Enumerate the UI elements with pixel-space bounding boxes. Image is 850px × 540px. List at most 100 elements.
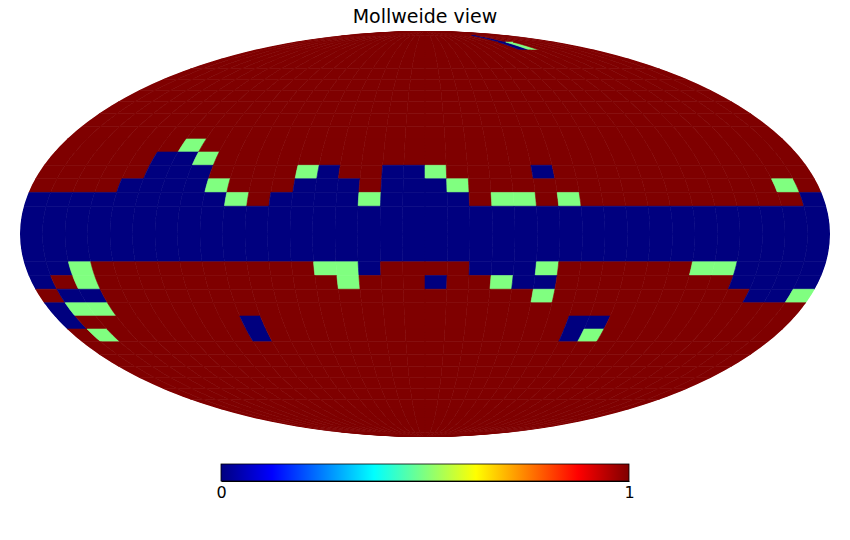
map-cell (673, 79, 711, 90)
map-cell (404, 316, 425, 329)
map-cell (317, 165, 341, 178)
map-cell (447, 179, 469, 193)
map-cell (406, 114, 425, 126)
map-cell (135, 192, 160, 206)
map-cell (715, 206, 740, 220)
map-cell (577, 179, 602, 193)
map-cell (326, 329, 349, 342)
map-cell (337, 179, 360, 193)
map-cell (782, 248, 807, 262)
map-cell (469, 262, 492, 276)
map-cell (277, 152, 302, 165)
map-cell (491, 192, 514, 206)
map-cell (582, 220, 605, 234)
map-cell (91, 192, 117, 206)
map-cell (582, 234, 605, 248)
map-cell (326, 126, 349, 139)
map-cell (416, 433, 425, 437)
colorbar-tick-label: 1 (624, 483, 634, 502)
map-cell (20, 220, 43, 234)
map-cell (490, 179, 513, 193)
map-cell (245, 206, 269, 220)
map-cell (804, 206, 829, 220)
map-cell (403, 262, 425, 276)
map-cell (425, 31, 504, 35)
map-cell (383, 303, 405, 316)
map-cell (425, 354, 443, 366)
map-cell (403, 248, 425, 262)
map-cell (573, 165, 598, 178)
map-cell (349, 114, 371, 126)
map-cell (581, 248, 605, 262)
map-cell (351, 31, 425, 35)
map-cell (380, 192, 403, 206)
map-cell (737, 206, 762, 220)
map-cell (581, 206, 605, 220)
map-cell (21, 206, 46, 220)
map-cell (380, 206, 403, 220)
map-cell (399, 399, 414, 409)
map-cell (111, 206, 136, 220)
map-cell (158, 192, 183, 206)
map-cell (775, 152, 806, 165)
map-cell (425, 433, 509, 437)
map-cell (402, 50, 415, 59)
map-cell (425, 433, 499, 437)
map-cell (374, 90, 393, 102)
map-cell (550, 418, 597, 426)
map-cell (291, 192, 315, 206)
map-cell (579, 262, 603, 276)
map-cell (343, 139, 366, 152)
map-cell (409, 79, 425, 90)
map-cell (512, 179, 536, 193)
map-cell (598, 179, 623, 193)
map-cell (335, 206, 358, 220)
map-cell (648, 206, 672, 220)
map-cell (573, 289, 598, 302)
map-cell (559, 206, 582, 220)
map-cell (642, 179, 668, 193)
map-cell (319, 303, 343, 316)
map-cell (200, 220, 223, 234)
map-cell (649, 234, 672, 248)
map-cell (601, 192, 625, 206)
map-cell (550, 42, 597, 50)
map-cell (542, 418, 587, 426)
map-cell (384, 316, 405, 329)
map-cell (403, 289, 425, 302)
map-cell (249, 179, 274, 193)
map-cell (733, 114, 768, 126)
map-cell (418, 35, 425, 42)
map-cell (404, 152, 425, 165)
map-cell (504, 426, 557, 433)
map-cell (43, 206, 68, 220)
map-cell (444, 329, 465, 342)
map-cell (387, 342, 407, 354)
map-cell (715, 102, 751, 114)
map-cell (793, 276, 821, 290)
map-cell (397, 433, 425, 437)
map-cell (619, 59, 660, 69)
map-cell (717, 234, 740, 248)
map-cell (425, 378, 441, 389)
map-cell (587, 50, 631, 59)
map-cell (515, 220, 538, 234)
map-cell (343, 316, 366, 329)
map-cell (271, 276, 295, 290)
map-cell (447, 276, 469, 290)
map-cell (88, 206, 113, 220)
map-cell (601, 262, 625, 276)
map-cell (711, 262, 737, 276)
map-cell (407, 102, 425, 114)
map-cell (559, 248, 582, 262)
map-cell (406, 433, 425, 437)
map-cell (441, 366, 459, 378)
map-cell (775, 303, 806, 316)
map-cell (223, 206, 247, 220)
map-cell (689, 192, 714, 206)
map-cell (21, 248, 46, 262)
map-cell (425, 179, 447, 193)
map-cell (443, 342, 463, 354)
map-cell (389, 102, 408, 114)
map-cell (322, 316, 345, 329)
